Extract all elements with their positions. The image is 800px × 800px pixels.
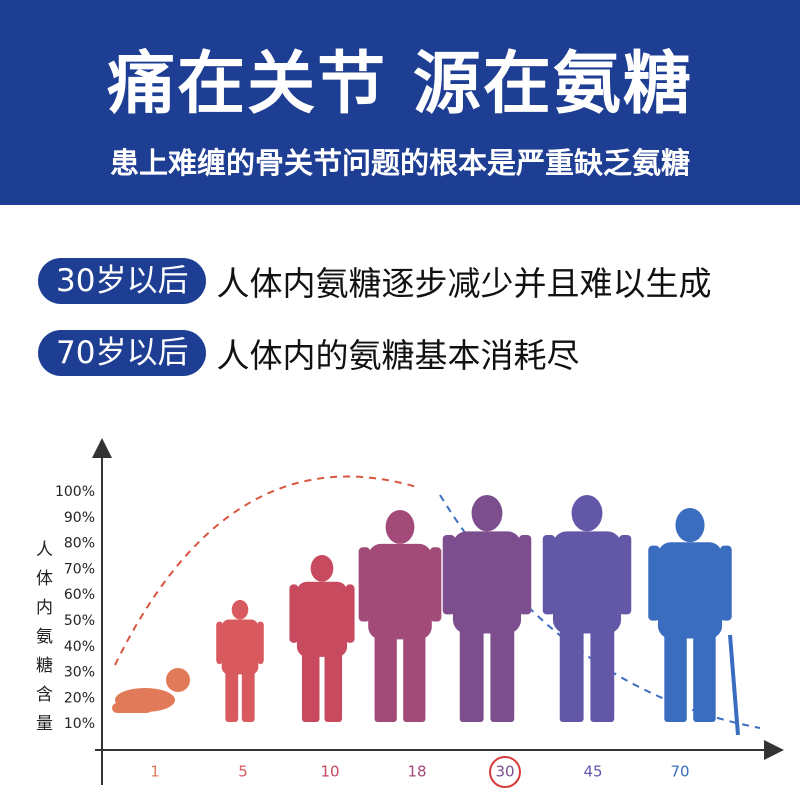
figure (368, 543, 432, 640)
y-tick-label: 40% (64, 639, 95, 655)
figure (442, 534, 455, 615)
figure (385, 510, 415, 544)
title: 痛在关节 源在氨糖 (107, 45, 693, 124)
figure (519, 534, 532, 615)
badge: 70岁以后 (38, 330, 207, 376)
y-tick-label: 20% (64, 690, 95, 706)
highlight-circle (489, 756, 521, 788)
figure (542, 534, 555, 615)
figure (452, 531, 522, 634)
figure (301, 651, 320, 722)
figure (459, 626, 484, 722)
point: 30岁以后 人体内氨糖逐步减少并且难以生成 (38, 258, 711, 304)
figure (471, 494, 503, 532)
figure (664, 632, 687, 722)
y-tick-label: 100% (55, 484, 95, 500)
x-tick-label: 1 (150, 763, 160, 781)
y-tick-label: 30% (64, 665, 95, 681)
x-tick-label: 10 (320, 763, 339, 781)
x-tick-label: 70 (670, 763, 689, 781)
figure (720, 545, 732, 621)
figure (241, 670, 255, 722)
figure (648, 545, 660, 621)
figure (590, 626, 615, 722)
figure (571, 494, 603, 532)
figure (657, 542, 723, 639)
figure (403, 632, 426, 722)
figure (166, 668, 190, 692)
point-text: 人体内的氨糖基本消耗尽 (216, 336, 580, 375)
figure (310, 555, 334, 582)
figure (374, 632, 397, 722)
cane (728, 634, 740, 736)
figure (552, 531, 622, 634)
figure (345, 584, 355, 643)
trend-rise (114, 475, 421, 666)
figure (221, 619, 259, 675)
figure (231, 600, 249, 620)
x-tick-label: 5 (238, 763, 248, 781)
y-tick-label: 50% (64, 613, 95, 629)
figure (257, 621, 264, 665)
figure (429, 547, 442, 622)
y-tick-label: 10% (64, 716, 95, 732)
subtitle: 患上难缠的骨关节问题的根本是严重缺乏氨糖 (109, 146, 690, 180)
figure (358, 547, 371, 622)
x-tick-label: 30 (495, 763, 514, 781)
figure (490, 626, 515, 722)
figure (693, 632, 716, 722)
x-tick-label: 45 (583, 763, 602, 781)
point-text: 人体内氨糖逐步减少并且难以生成 (216, 264, 712, 303)
figure (216, 621, 223, 665)
figure (324, 651, 343, 722)
x-tick-label: 18 (407, 763, 426, 781)
y-tick-label: 60% (64, 587, 95, 603)
figure (559, 626, 584, 722)
badge: 30岁以后 (38, 258, 207, 304)
header: 痛在关节 源在氨糖 患上难缠的骨关节问题的根本是严重缺乏氨糖 (0, 0, 800, 205)
point: 70岁以后 人体内的氨糖基本消耗尽 (38, 330, 579, 376)
figure (296, 581, 348, 657)
y-tick-label: 90% (64, 510, 95, 526)
figure (675, 508, 705, 543)
y-tick-label: 70% (64, 561, 95, 577)
figure (112, 703, 152, 713)
figure (289, 584, 299, 643)
y-axis-label: 人体内氨糖含量 (32, 540, 53, 743)
figure (619, 534, 632, 615)
y-tick-label: 80% (64, 536, 95, 552)
figure (225, 670, 239, 722)
